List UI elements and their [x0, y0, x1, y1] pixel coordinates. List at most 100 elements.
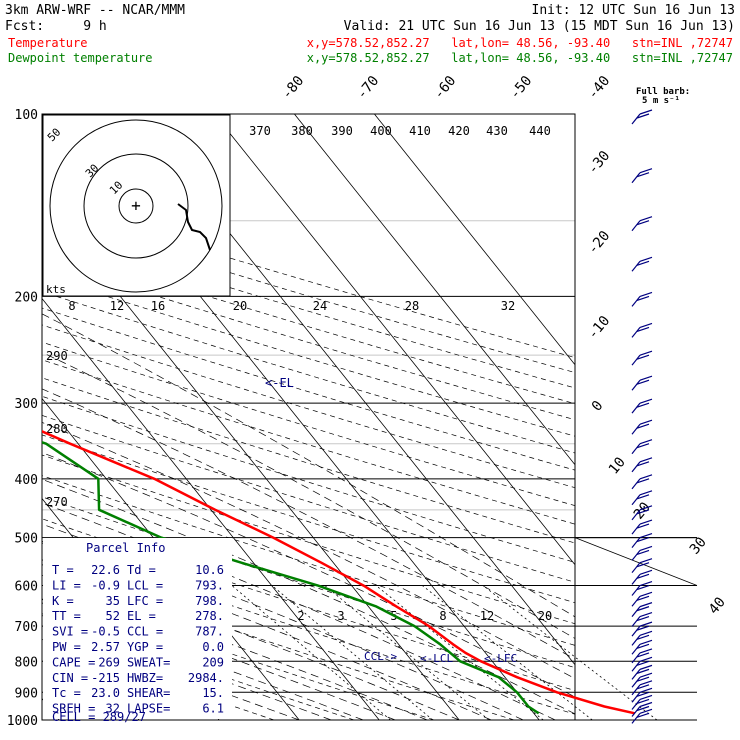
- wind-barbs: [631, 109, 653, 724]
- el-marker: <-EL: [265, 376, 294, 390]
- wind-barb: [631, 490, 653, 506]
- dry-adiabat: [42, 324, 575, 489]
- theta-label: 400: [370, 124, 392, 138]
- theta-label: 270: [46, 495, 68, 509]
- theta-label: 32: [501, 299, 515, 313]
- theta-label: 370: [249, 124, 271, 138]
- parcel-row-value: 787.: [195, 625, 224, 639]
- parcel-row-value: 23.0: [91, 686, 120, 700]
- wind-barb: [631, 256, 653, 272]
- parcel-row-value: 793.: [195, 578, 224, 592]
- isotherm-label: -40: [585, 73, 614, 103]
- isotherm-label: -10: [585, 313, 614, 343]
- theta-label: 24: [313, 299, 327, 313]
- kts-label: kts: [46, 283, 66, 296]
- parcel-row-value: 22.6: [91, 563, 120, 577]
- theta-label: 290: [46, 349, 68, 363]
- wind-barb: [631, 694, 653, 710]
- dry-adiabat: [42, 588, 435, 720]
- barb-legend-value: 5 m s⁻¹: [642, 96, 680, 106]
- dry-adiabat: [42, 228, 575, 389]
- temperature-legend-label: Temperature: [8, 36, 87, 50]
- pressure-tick-label: 500: [15, 532, 38, 547]
- moist-adiabat: [42, 589, 396, 720]
- wind-barb: [631, 439, 653, 455]
- theta-label: 20: [233, 299, 247, 313]
- theta-label: 380: [291, 124, 313, 138]
- wind-barb: [631, 672, 653, 688]
- moist-adiabat: [42, 542, 492, 720]
- isotherm-label: -50: [507, 73, 536, 103]
- parcel-row-value: SREH =: [52, 702, 95, 716]
- pressure-tick-label: 900: [15, 686, 38, 701]
- model-title: 3km ARW-WRF -- NCAR/MMM: [5, 3, 185, 18]
- mixing-ratio-label: 2: [297, 609, 304, 623]
- isotherm-label: -70: [354, 73, 383, 103]
- hodograph-ring-10: [118, 188, 154, 224]
- mixing-ratio-label: 8: [439, 609, 446, 623]
- barb-legend-title: Full barb:: [636, 87, 690, 97]
- hodograph-frame: [42, 114, 231, 297]
- wind-barb: [631, 611, 653, 627]
- dewpoint-location: x,y=578.52,852.27 lat,lon= 48.56, -93.40…: [307, 51, 733, 65]
- lcl-marker: <-LCL: [420, 652, 453, 665]
- hodograph-ring-30: [83, 153, 189, 259]
- parcel-row-value: LFC =: [127, 594, 163, 608]
- wind-barb: [631, 569, 653, 585]
- wind-barb: [631, 630, 653, 646]
- wind-barb: [631, 701, 653, 717]
- mixing-ratio-label: 12: [480, 609, 494, 623]
- dry-adiabat: [42, 341, 575, 507]
- hodograph-ring-50: [49, 119, 223, 293]
- parcel-row-value: 0.0: [202, 640, 224, 654]
- valid-time: Valid: 21 UTC Sun 16 Jun 13 (15 MDT Sun …: [344, 19, 735, 34]
- isotherm-label: 0: [589, 398, 607, 415]
- wind-barb: [631, 533, 653, 548]
- pressure-tick-label: 100: [15, 108, 38, 123]
- pressure-tick-label: 600: [15, 580, 38, 595]
- wind-barb: [631, 398, 653, 414]
- parcel-row-value: 278.: [195, 609, 224, 623]
- isotherm-line: [294, 114, 575, 466]
- moist-adiabat: [42, 602, 364, 720]
- wind-barb: [631, 580, 653, 596]
- wind-barb: [631, 656, 653, 672]
- wind-barb: [631, 648, 653, 664]
- parcel-row-value: T =: [52, 563, 74, 577]
- hodograph-trace: [177, 203, 211, 251]
- wind-barb: [631, 457, 653, 473]
- theta-label: 440: [529, 124, 551, 138]
- mixing-ratio-line: [271, 585, 434, 720]
- mixing-ratio-line: [375, 585, 544, 720]
- parcel-row-value: 269: [98, 655, 120, 669]
- parcel-row-value: LAPSE=: [127, 702, 170, 716]
- ccl-marker: CCL->: [364, 650, 397, 663]
- parcel-row-value: 798.: [195, 594, 224, 608]
- lfc-marker: <-LFC: [484, 652, 517, 665]
- wind-barb: [631, 519, 653, 535]
- parcel-row-value: -215: [91, 671, 120, 685]
- mixing-ratio-label: 20: [538, 609, 552, 623]
- wind-barb: [631, 168, 653, 184]
- pressure-tick-label: 300: [15, 397, 38, 412]
- wind-barb: [631, 216, 653, 232]
- parcel-info-panel: Parcel Info T = 22.6 Td = 10.6 LI = -0.9 LCL =…: [43, 538, 232, 724]
- temperature-line: [42, 429, 635, 715]
- wind-barb: [631, 291, 653, 307]
- init-time: Init: 12 UTC Sun 16 Jun 13: [532, 3, 736, 18]
- theta-label: 390: [331, 124, 353, 138]
- parcel-row-value: 2.57: [91, 640, 120, 654]
- wind-barb: [631, 687, 653, 703]
- parcel-row-value: Tc =: [52, 686, 81, 700]
- parcel-row-value: 2984.: [188, 671, 224, 685]
- parcel-row-value: YGP =: [127, 640, 163, 654]
- pressure-tick-label: 200: [15, 290, 38, 305]
- dry-adiabat: [42, 475, 575, 646]
- parcel-row-value: SWEAT=: [127, 655, 170, 669]
- isotherm-line: [214, 114, 575, 566]
- parcel-cell: CELL = 289/27: [52, 710, 146, 724]
- parcel-row-value: 6.1: [202, 702, 224, 716]
- mixing-ratio-line: [422, 585, 593, 720]
- pressure-tick-label: 800: [15, 655, 38, 670]
- parcel-row-value: CIN =: [52, 671, 88, 685]
